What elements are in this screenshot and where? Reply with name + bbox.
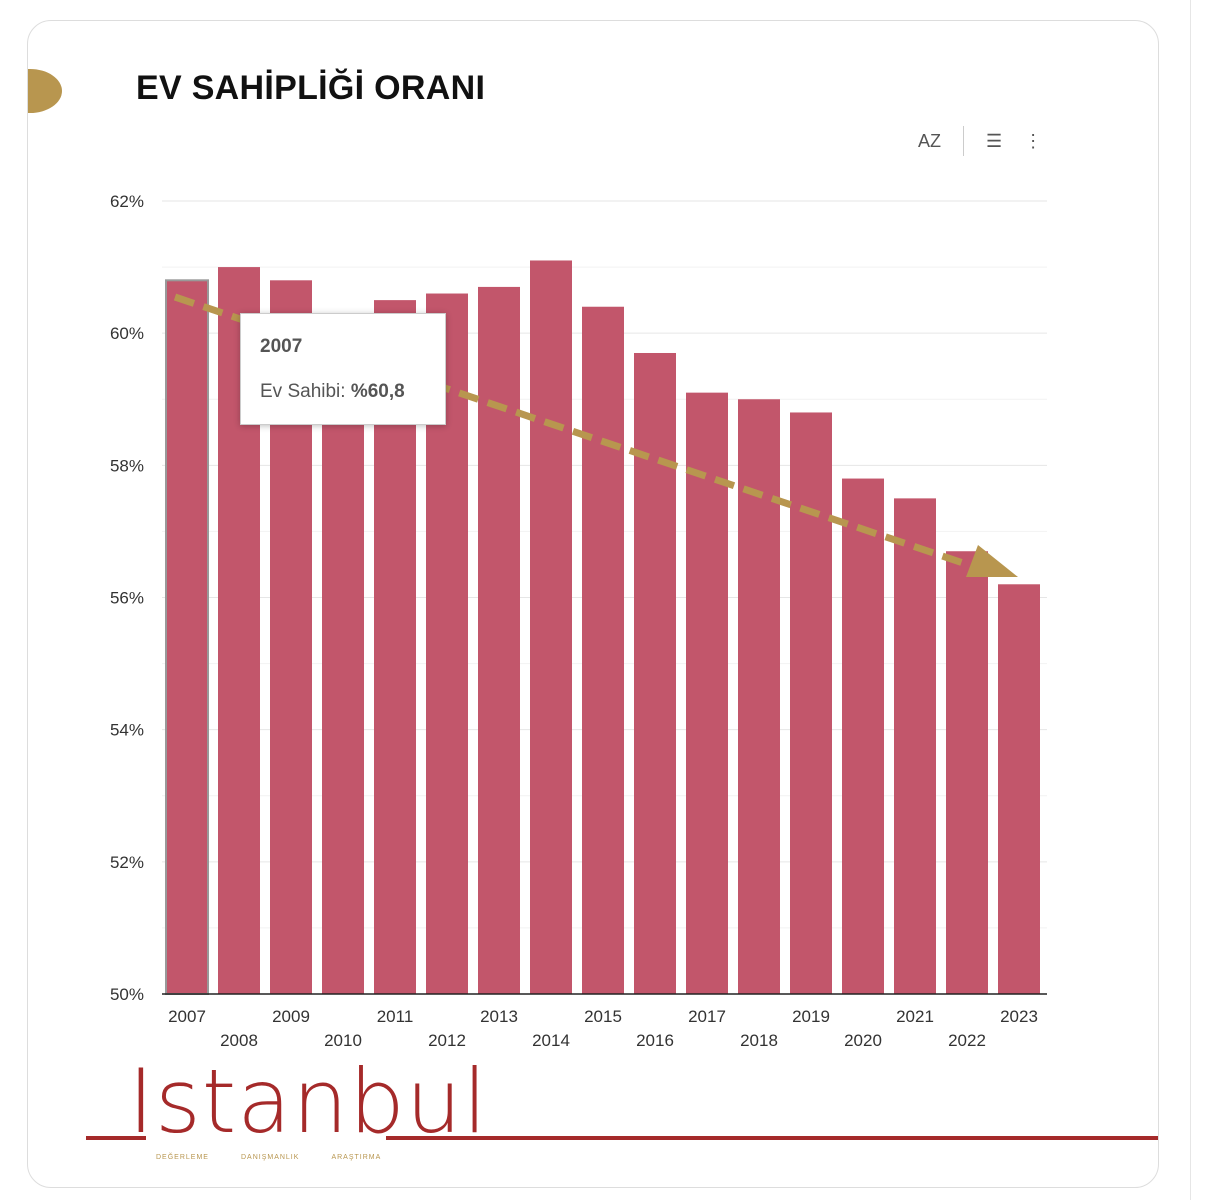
x-tick-label: 2009 [272, 1007, 310, 1026]
x-tick-label: 2015 [584, 1007, 622, 1026]
bar-2010 [322, 313, 364, 994]
x-tick-label: 2020 [844, 1031, 882, 1050]
x-tick-label: 2012 [428, 1031, 466, 1050]
logo-line-left [86, 1136, 146, 1140]
bar-2014 [530, 260, 572, 995]
x-tick-label: 2018 [740, 1031, 778, 1050]
y-tick-label: 52% [110, 853, 144, 872]
x-tick-label: 2014 [532, 1031, 570, 1050]
tooltip-value: %60,8 [350, 381, 405, 402]
istanbul-logo: Istanbul DEĞERLEME DANIŞMANLIK ARAŞTIRMA [86, 1050, 1158, 1170]
y-tick-label: 56% [110, 589, 144, 608]
x-tick-label: 2013 [480, 1007, 518, 1026]
sort-az-icon[interactable]: AZ [918, 130, 942, 151]
tooltip-label: Ev Sahibi: [260, 381, 346, 402]
y-tick-label: 60% [110, 324, 144, 343]
page-divider [1190, 0, 1191, 1200]
bar-2007 [165, 279, 209, 995]
bar-2023 [998, 584, 1040, 994]
y-tick-label: 54% [110, 721, 144, 740]
logo-tagline: ARAŞTIRMA [331, 1154, 382, 1161]
logo-taglines: DEĞERLEME DANIŞMANLIK ARAŞTIRMA [156, 1154, 381, 1161]
logo-wordmark: Istanbul [128, 1050, 489, 1153]
filter-icon[interactable]: ☰ [986, 130, 1003, 151]
y-tick-label: 50% [110, 985, 144, 1004]
logo-tagline: DEĞERLEME [156, 1154, 209, 1161]
tooltip-value-row: Ev Sahibi: %60,8 [260, 381, 405, 403]
x-tick-label: 2008 [220, 1031, 258, 1050]
tooltip: 2007 Ev Sahibi: %60,8 [240, 313, 446, 425]
x-tick-label: 2007 [168, 1007, 206, 1026]
y-tick-label: 58% [110, 456, 144, 475]
x-tick-label: 2022 [948, 1031, 986, 1050]
trend-arrow-line [173, 293, 977, 571]
x-tick-label: 2016 [636, 1031, 674, 1050]
y-tick-label: 62% [110, 192, 144, 211]
bar-2022 [946, 551, 988, 994]
logo-tagline: DANIŞMANLIK [240, 1154, 300, 1161]
more-options-icon[interactable]: ⋮ [1024, 130, 1043, 151]
bar-2013 [478, 286, 520, 994]
bar-2021 [894, 498, 936, 994]
logo-line-right [386, 1136, 1158, 1140]
trend-arrow-head [966, 545, 1018, 577]
bar-2020 [842, 478, 884, 994]
x-tick-label: 2021 [896, 1007, 934, 1026]
toolbar-divider [963, 126, 965, 156]
x-tick-label: 2019 [792, 1007, 830, 1026]
bar-2015 [582, 306, 624, 994]
chart-title: EV SAHİPLİĞİ ORANI [136, 69, 486, 107]
x-tick-label: 2010 [324, 1031, 362, 1050]
x-tick-label: 2017 [688, 1007, 726, 1026]
x-tick-label: 2023 [1000, 1007, 1038, 1026]
bar-2016 [634, 352, 676, 994]
chart-toolbar: AZ ☰ ⋮ [918, 126, 1042, 156]
bar-2019 [790, 412, 832, 994]
tooltip-year: 2007 [260, 336, 303, 357]
bar-2017 [686, 392, 728, 994]
x-tick-label: 2011 [377, 1007, 414, 1026]
